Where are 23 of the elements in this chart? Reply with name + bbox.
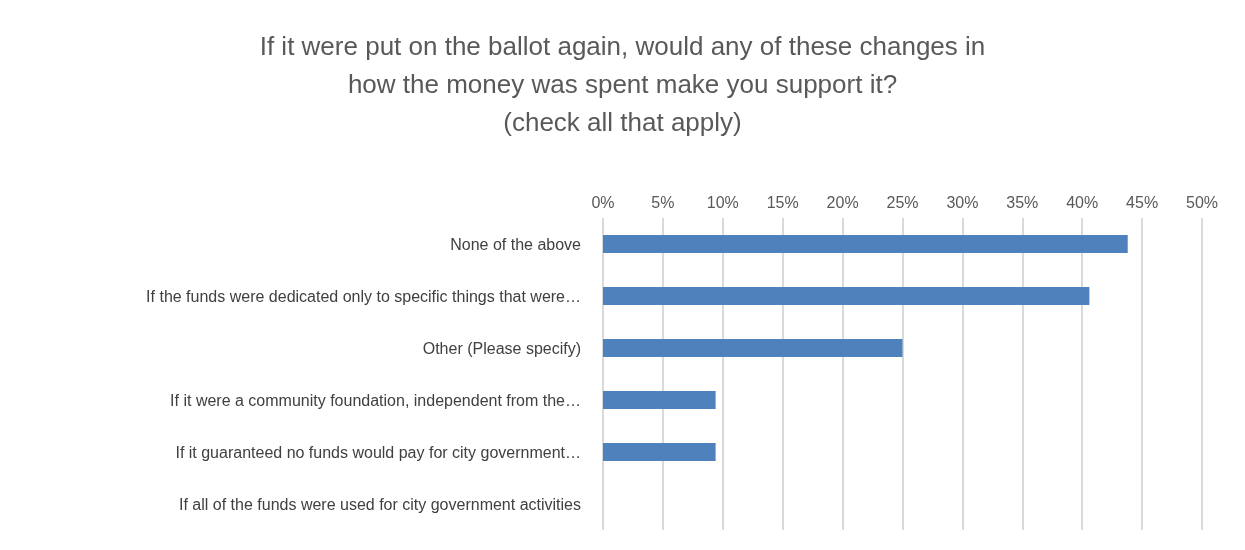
y-tick-label: If the funds were dedicated only to specific things that were… [146, 287, 581, 305]
x-tick-label: 15% [766, 193, 799, 211]
y-tick-label: Other (Please specify) [422, 339, 581, 357]
bar [603, 443, 716, 461]
x-tick-label: 10% [706, 193, 739, 211]
x-tick-label: 50% [1185, 193, 1219, 211]
y-tick-label: If it guaranteed no funds would pay for city government… [175, 443, 581, 461]
x-tick-label: 20% [826, 193, 859, 211]
chart-title: If it were put on the ballot again, would any of these changes in how the money was spent make you support it? (check all that apply) [259, 31, 986, 137]
x-tick-label: 30% [946, 193, 979, 211]
bar [603, 235, 1128, 253]
x-tick-label: 40% [1066, 193, 1099, 211]
bar [603, 391, 716, 409]
x-tick-label: 45% [1126, 193, 1159, 211]
bar [603, 339, 903, 357]
y-tick-label: None of the above [450, 235, 582, 253]
bar [603, 287, 1090, 305]
x-tick-label: 5% [651, 193, 675, 211]
x-tick-label: 35% [1006, 193, 1039, 211]
y-tick-label: If it were a community foundation, independent from the… [170, 391, 581, 409]
x-tick-label: 0% [591, 193, 615, 211]
x-tick-label: 25% [886, 193, 919, 211]
y-tick-label: If all of the funds were used for city government activities [179, 495, 581, 513]
